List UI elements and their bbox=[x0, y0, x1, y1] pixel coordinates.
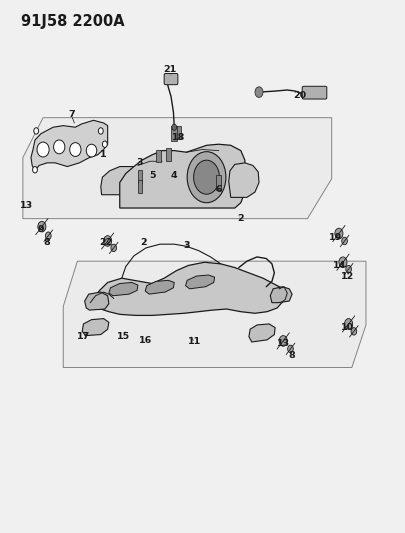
Text: 11: 11 bbox=[188, 337, 201, 346]
Polygon shape bbox=[31, 120, 108, 171]
Circle shape bbox=[38, 221, 46, 232]
Text: 91J58 2200A: 91J58 2200A bbox=[21, 14, 124, 29]
Text: 19: 19 bbox=[329, 233, 342, 242]
Text: 3: 3 bbox=[183, 241, 190, 250]
Polygon shape bbox=[145, 280, 174, 294]
FancyBboxPatch shape bbox=[302, 86, 327, 99]
Polygon shape bbox=[85, 292, 109, 310]
Circle shape bbox=[45, 232, 51, 239]
Text: 1: 1 bbox=[100, 150, 107, 159]
Circle shape bbox=[172, 124, 177, 131]
Polygon shape bbox=[109, 282, 138, 296]
Text: 20: 20 bbox=[293, 91, 306, 100]
Text: 8: 8 bbox=[44, 238, 51, 247]
Circle shape bbox=[345, 319, 353, 329]
Text: 22: 22 bbox=[99, 238, 112, 247]
Text: 2: 2 bbox=[237, 214, 244, 223]
Text: 13: 13 bbox=[277, 339, 290, 348]
Circle shape bbox=[351, 328, 357, 335]
Text: 14: 14 bbox=[333, 261, 346, 270]
Polygon shape bbox=[63, 261, 366, 368]
Circle shape bbox=[111, 244, 117, 252]
Bar bbox=[171, 126, 177, 141]
Text: 16: 16 bbox=[139, 336, 153, 345]
FancyBboxPatch shape bbox=[164, 74, 178, 85]
Text: 3: 3 bbox=[137, 158, 143, 167]
Text: 5: 5 bbox=[149, 171, 155, 180]
Circle shape bbox=[255, 87, 263, 98]
Circle shape bbox=[102, 141, 107, 148]
Text: 13: 13 bbox=[20, 201, 34, 210]
Ellipse shape bbox=[86, 144, 97, 157]
Bar bbox=[176, 126, 181, 139]
Circle shape bbox=[335, 228, 343, 239]
Text: 17: 17 bbox=[77, 332, 90, 341]
Text: 21: 21 bbox=[164, 66, 177, 74]
Bar bbox=[138, 180, 143, 193]
Polygon shape bbox=[185, 275, 215, 289]
Polygon shape bbox=[120, 144, 245, 208]
Circle shape bbox=[187, 152, 226, 203]
Bar bbox=[166, 149, 171, 161]
Polygon shape bbox=[23, 118, 332, 219]
Text: 15: 15 bbox=[117, 332, 130, 341]
Circle shape bbox=[288, 345, 293, 353]
Circle shape bbox=[279, 336, 287, 346]
Text: 18: 18 bbox=[172, 133, 185, 142]
Polygon shape bbox=[229, 163, 259, 197]
Ellipse shape bbox=[37, 142, 49, 157]
Bar bbox=[138, 169, 143, 182]
Polygon shape bbox=[249, 324, 275, 342]
Text: 9: 9 bbox=[38, 225, 45, 234]
Text: 7: 7 bbox=[68, 110, 75, 119]
Circle shape bbox=[104, 236, 112, 246]
Polygon shape bbox=[82, 319, 109, 336]
Polygon shape bbox=[101, 166, 146, 195]
Bar bbox=[216, 175, 222, 190]
Polygon shape bbox=[90, 262, 285, 316]
Text: 8: 8 bbox=[288, 351, 295, 360]
Circle shape bbox=[339, 257, 347, 268]
Ellipse shape bbox=[70, 143, 81, 157]
Bar bbox=[156, 150, 160, 163]
Text: 2: 2 bbox=[141, 238, 147, 247]
Text: 6: 6 bbox=[215, 185, 222, 194]
Ellipse shape bbox=[53, 140, 65, 154]
Circle shape bbox=[98, 128, 103, 134]
Circle shape bbox=[34, 128, 38, 134]
Circle shape bbox=[32, 166, 37, 173]
Polygon shape bbox=[270, 287, 292, 303]
Circle shape bbox=[194, 160, 220, 194]
Text: 12: 12 bbox=[341, 272, 354, 280]
Circle shape bbox=[346, 265, 352, 273]
Text: 10: 10 bbox=[341, 323, 354, 332]
Text: 4: 4 bbox=[171, 171, 177, 180]
Circle shape bbox=[342, 237, 347, 245]
